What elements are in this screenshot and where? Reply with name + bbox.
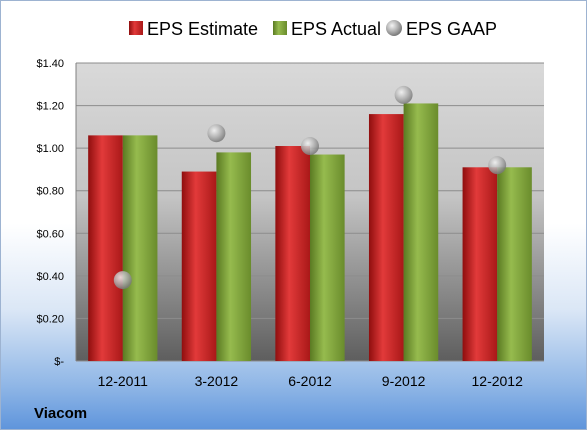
x-tick-label: 12-2011 — [98, 373, 149, 389]
y-axis-ticks: $- $0.20 $0.40 $0.60 $0.80 $1.00 $1.20 $1.40 — [36, 58, 64, 368]
x-tick-label: 6-2012 — [288, 373, 332, 389]
y-tick-label: $0.80 — [36, 186, 64, 198]
bar-eps-actual — [122, 135, 158, 361]
legend-item-eps-actual: EPS Actual — [273, 19, 381, 39]
legend-swatch-eps-gaap — [386, 20, 402, 36]
marker-eps-gaap — [488, 156, 507, 175]
y-tick-label: $0.40 — [36, 271, 64, 283]
y-tick-label: $1.00 — [36, 143, 64, 155]
y-tick-label: $- — [54, 356, 64, 368]
legend: EPS Estimate EPS Actual EPS GAAP — [129, 19, 497, 39]
bars — [88, 103, 532, 361]
bar-eps-estimate — [462, 167, 498, 361]
legend-label-eps-actual: EPS Actual — [291, 19, 381, 39]
y-tick-label: $0.60 — [36, 228, 64, 240]
bar-eps-estimate — [368, 114, 404, 361]
legend-swatch-eps-actual — [273, 21, 287, 35]
marker-eps-gaap — [113, 271, 132, 290]
x-tick-label: 9-2012 — [382, 373, 426, 389]
bar-eps-actual — [310, 154, 345, 361]
bar-eps-actual — [216, 152, 252, 361]
legend-label-eps-gaap: EPS GAAP — [406, 19, 497, 39]
x-axis-categories: 12-2011 3-2012 6-2012 9-2012 12-2012 — [98, 373, 523, 389]
gaap-markers — [113, 85, 507, 290]
y-tick-label: $1.20 — [36, 101, 64, 113]
x-tick-label: 12-2012 — [472, 373, 524, 389]
y-tick-label: $1.40 — [36, 58, 64, 70]
legend-label-eps-estimate: EPS Estimate — [147, 19, 258, 39]
bar-eps-estimate — [88, 135, 123, 361]
x-tick-label: 3-2012 — [195, 373, 239, 389]
legend-item-eps-gaap: EPS GAAP — [386, 19, 497, 39]
marker-eps-gaap — [301, 137, 319, 156]
legend-item-eps-estimate: EPS Estimate — [129, 19, 258, 39]
bar-eps-estimate — [181, 171, 217, 361]
company-label: Viacom — [34, 405, 87, 422]
legend-swatch-eps-estimate — [129, 21, 143, 35]
bar-eps-actual — [497, 167, 532, 361]
y-tick-label: $0.20 — [36, 313, 64, 325]
marker-eps-gaap — [207, 124, 226, 143]
bar-eps-estimate — [275, 146, 310, 361]
marker-eps-gaap — [394, 85, 413, 104]
bar-eps-actual — [403, 103, 439, 361]
